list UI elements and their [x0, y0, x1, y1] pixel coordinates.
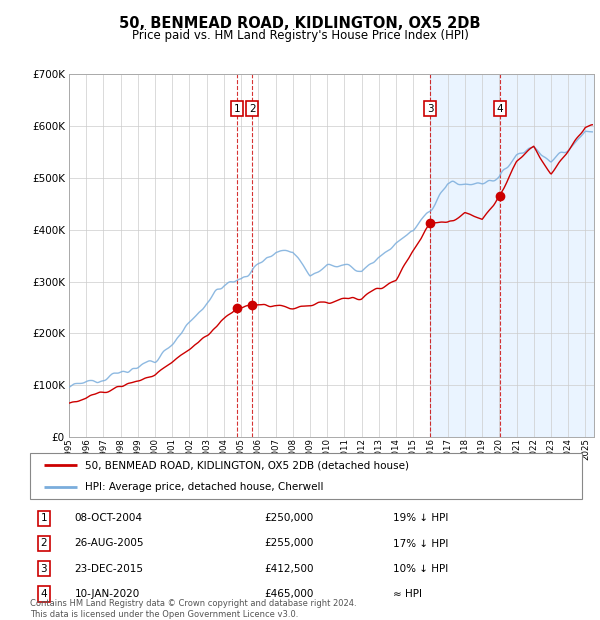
- Text: 3: 3: [427, 104, 433, 114]
- Text: 50, BENMEAD ROAD, KIDLINGTON, OX5 2DB (detached house): 50, BENMEAD ROAD, KIDLINGTON, OX5 2DB (d…: [85, 460, 409, 470]
- Text: 26-AUG-2005: 26-AUG-2005: [74, 539, 144, 549]
- Text: 1: 1: [41, 513, 47, 523]
- Text: HPI: Average price, detached house, Cherwell: HPI: Average price, detached house, Cher…: [85, 482, 324, 492]
- Text: 2: 2: [249, 104, 256, 114]
- Bar: [430, 74, 594, 437]
- Bar: [586, 74, 594, 437]
- Text: £255,000: £255,000: [265, 539, 314, 549]
- Text: 10% ↓ HPI: 10% ↓ HPI: [392, 564, 448, 574]
- Text: 19% ↓ HPI: 19% ↓ HPI: [392, 513, 448, 523]
- Text: £250,000: £250,000: [265, 513, 314, 523]
- Text: ≈ HPI: ≈ HPI: [392, 589, 422, 599]
- Text: 08-OCT-2004: 08-OCT-2004: [74, 513, 143, 523]
- Text: 50, BENMEAD ROAD, KIDLINGTON, OX5 2DB: 50, BENMEAD ROAD, KIDLINGTON, OX5 2DB: [119, 16, 481, 31]
- Text: Contains HM Land Registry data © Crown copyright and database right 2024.
This d: Contains HM Land Registry data © Crown c…: [30, 600, 356, 619]
- Text: 2: 2: [41, 539, 47, 549]
- Text: 17% ↓ HPI: 17% ↓ HPI: [392, 539, 448, 549]
- Text: 1: 1: [234, 104, 241, 114]
- Text: 10-JAN-2020: 10-JAN-2020: [74, 589, 140, 599]
- Text: 4: 4: [41, 589, 47, 599]
- Text: 3: 3: [41, 564, 47, 574]
- Text: 4: 4: [497, 104, 503, 114]
- Text: Price paid vs. HM Land Registry's House Price Index (HPI): Price paid vs. HM Land Registry's House …: [131, 29, 469, 42]
- Text: £465,000: £465,000: [265, 589, 314, 599]
- FancyBboxPatch shape: [30, 453, 582, 499]
- Text: 23-DEC-2015: 23-DEC-2015: [74, 564, 143, 574]
- Text: £412,500: £412,500: [265, 564, 314, 574]
